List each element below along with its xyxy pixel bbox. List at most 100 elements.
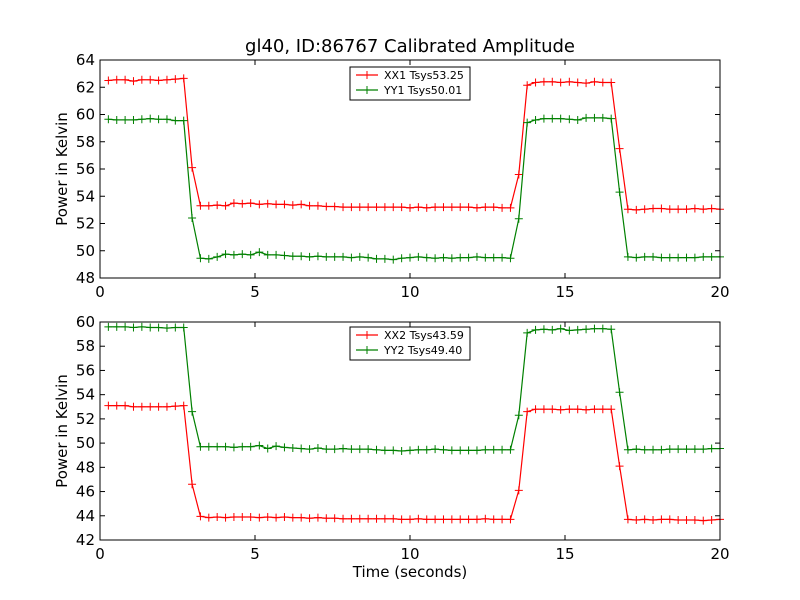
series-1: [104, 74, 724, 214]
data-point: [280, 443, 289, 452]
y-tick-label: 56: [76, 160, 95, 178]
data-point: [573, 78, 582, 87]
data-point: [422, 445, 431, 454]
data-point: [464, 253, 473, 262]
data-point: [464, 515, 473, 524]
data-point: [414, 252, 423, 261]
data-point: [506, 203, 515, 212]
data-point: [196, 512, 205, 521]
data-point: [431, 445, 440, 454]
data-point: [699, 205, 708, 214]
data-point: [213, 512, 222, 521]
data-point: [582, 405, 591, 414]
data-point: [472, 252, 481, 261]
data-point: [498, 445, 507, 454]
data-point: [347, 203, 356, 212]
x-tick-label: 10: [400, 283, 419, 301]
data-point: [154, 402, 163, 411]
data-point: [590, 77, 599, 86]
data-point: [623, 515, 632, 524]
data-point: [238, 250, 247, 259]
data-point: [238, 199, 247, 208]
data-point: [590, 405, 599, 414]
data-point: [280, 200, 289, 209]
data-point: [690, 204, 699, 213]
data-point: [523, 118, 532, 127]
y-tick-label: 48: [76, 269, 95, 287]
data-point: [297, 513, 306, 522]
legend: XX1 Tsys53.25 YY1 Tsys50.01: [349, 66, 471, 101]
data-point: [582, 79, 591, 88]
data-point: [154, 115, 163, 124]
data-point: [188, 214, 197, 223]
y-tick-label: 62: [76, 78, 95, 96]
data-point: [347, 514, 356, 523]
data-point: [607, 325, 616, 334]
data-point: [456, 446, 465, 455]
data-point: [162, 402, 171, 411]
data-point: [539, 325, 548, 334]
data-point: [539, 114, 548, 123]
data-point: [129, 77, 138, 86]
data-point: [414, 445, 423, 454]
series-1: [104, 401, 724, 525]
legend-box: [349, 66, 471, 101]
data-point: [272, 200, 281, 209]
data-point: [640, 515, 649, 524]
data-point: [649, 445, 658, 454]
data-point: [582, 325, 591, 334]
data-point: [137, 402, 146, 411]
x-axis-label: Time (seconds): [352, 563, 468, 581]
bottom-panel: 0 5 10 15 20 42 44 46 48 50 52 54 56 58 60 Power in Kel…: [53, 313, 730, 563]
y-tick-label: 52: [76, 215, 95, 233]
data-point: [246, 442, 255, 451]
data-point: [255, 441, 264, 450]
data-point: [439, 445, 448, 454]
y-tick-label: 64: [76, 51, 95, 69]
data-point: [322, 445, 331, 454]
data-point: [129, 115, 138, 124]
data-point: [339, 203, 348, 212]
x-tick-label: 10: [400, 545, 419, 563]
data-point: [481, 253, 490, 262]
data-point: [121, 75, 130, 84]
data-point: [229, 443, 238, 452]
y-tick-label: 54: [76, 386, 95, 404]
data-point: [598, 324, 607, 333]
data-point: [640, 252, 649, 261]
data-point: [171, 402, 180, 411]
x-tick-label: 20: [710, 283, 729, 301]
data-point: [188, 163, 197, 172]
x-tick-label: 20: [710, 545, 729, 563]
data-point: [255, 248, 264, 257]
data-point: [406, 253, 414, 262]
data-point: [263, 199, 272, 208]
y-axis-label: Power in Kelvin: [53, 374, 71, 488]
data-point: [255, 200, 264, 209]
data-point: [305, 445, 314, 454]
data-point: [514, 486, 523, 495]
data-point: [389, 446, 398, 455]
data-point: [171, 75, 180, 84]
data-point: [657, 204, 666, 213]
data-point: [221, 442, 230, 451]
data-point: [531, 325, 540, 334]
data-point: [498, 253, 507, 262]
data-point: [372, 514, 381, 523]
data-point: [447, 203, 456, 212]
data-point: [380, 446, 389, 455]
data-point: [665, 205, 674, 214]
data-point: [104, 322, 113, 331]
data-point: [305, 201, 314, 210]
data-point: [447, 446, 456, 455]
data-point: [649, 516, 658, 525]
data-point: [280, 512, 289, 521]
data-point: [406, 446, 414, 455]
data-point: [414, 203, 423, 212]
data-point: [380, 254, 389, 263]
data-point: [623, 205, 632, 214]
data-point: [129, 402, 138, 411]
data-point: [146, 75, 155, 84]
data-point: [238, 512, 247, 521]
data-point: [322, 252, 331, 261]
